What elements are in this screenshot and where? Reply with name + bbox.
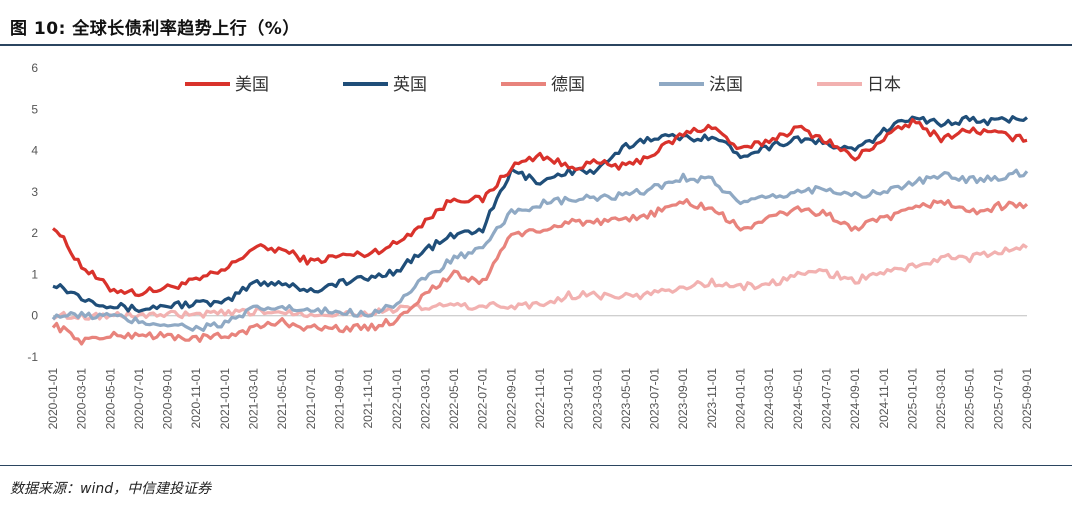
x-tick-label: 2022-11-01 xyxy=(533,368,547,429)
x-tick-label: 2024-01-01 xyxy=(734,368,748,430)
x-tick-label: 2021-11-01 xyxy=(361,368,375,429)
y-tick-label: 2 xyxy=(31,226,38,240)
x-tick-label: 2021-01-01 xyxy=(218,368,232,430)
x-tick-label: 2024-05-01 xyxy=(791,368,805,430)
x-tick-label: 2020-07-01 xyxy=(132,368,146,430)
series-line-5 xyxy=(52,243,1028,321)
y-tick-label: -1 xyxy=(27,350,38,364)
x-tick-label: 2022-09-01 xyxy=(504,368,518,430)
x-tick-label: 2020-11-01 xyxy=(189,368,203,429)
x-tick-label: 2023-05-01 xyxy=(619,368,633,430)
series-line-1 xyxy=(51,118,1028,298)
series-line-2 xyxy=(52,114,1029,313)
x-tick-label: 2023-11-01 xyxy=(705,368,719,429)
x-tick-label: 2024-11-01 xyxy=(877,368,891,429)
y-tick-label: 0 xyxy=(31,309,38,323)
x-tick-label: 2023-07-01 xyxy=(648,368,662,430)
x-tick-label: 2025-09-01 xyxy=(1020,368,1034,430)
legend: 美国 英国 德国 法国 日本 xyxy=(185,75,901,95)
x-tick-label: 2022-07-01 xyxy=(476,368,490,430)
legend-label: 德国 xyxy=(551,75,585,95)
x-tick-label: 2022-05-01 xyxy=(447,368,461,430)
x-tick-label: 2024-07-01 xyxy=(819,368,833,430)
source-note: 数据来源：wind，中信建投证券 xyxy=(10,481,212,497)
y-tick-label: 4 xyxy=(31,144,38,158)
x-tick-label: 2022-03-01 xyxy=(418,368,432,430)
figure-title: 图 10: 全球长债利率趋势上行（%） xyxy=(10,19,300,39)
x-tick-label: 2021-09-01 xyxy=(332,368,346,430)
series-line-4 xyxy=(51,168,1029,332)
x-tick-label: 2021-07-01 xyxy=(304,368,318,430)
x-tick-label: 2022-01-01 xyxy=(390,368,404,430)
legend-label: 英国 xyxy=(393,75,427,95)
x-tick-label: 2025-07-01 xyxy=(991,368,1005,430)
bottom-rule xyxy=(0,465,1072,466)
y-axis: -1 0 1 2 3 4 5 6 xyxy=(27,61,38,364)
x-tick-label: 2025-05-01 xyxy=(963,368,977,430)
legend-label: 日本 xyxy=(867,75,901,95)
legend-label: 法国 xyxy=(709,75,743,95)
x-tick-label: 2020-05-01 xyxy=(103,368,117,430)
x-tick-label: 2025-01-01 xyxy=(905,368,919,430)
legend-label: 美国 xyxy=(235,75,269,95)
x-tick-label: 2023-03-01 xyxy=(590,368,604,430)
x-tick-label: 2024-09-01 xyxy=(848,368,862,430)
x-axis: 2020-01-01 2020-03-01 2020-05-01 2020-07-01… xyxy=(46,315,1034,430)
x-tick-label: 2023-09-01 xyxy=(676,368,690,430)
series-lines xyxy=(51,114,1029,346)
y-tick-label: 1 xyxy=(31,267,38,281)
x-tick-label: 2021-05-01 xyxy=(275,368,289,430)
series-line-3 xyxy=(51,198,1029,346)
x-tick-label: 2020-09-01 xyxy=(161,368,175,430)
x-tick-label: 2025-03-01 xyxy=(934,368,948,430)
x-tick-label: 2024-03-01 xyxy=(762,368,776,430)
x-tick-label: 2020-01-01 xyxy=(46,368,60,430)
x-tick-label: 2021-03-01 xyxy=(247,368,261,430)
y-tick-label: 3 xyxy=(31,185,38,199)
top-rule xyxy=(0,44,1072,46)
y-tick-label: 5 xyxy=(31,102,38,116)
x-tick-label: 2020-03-01 xyxy=(75,368,89,430)
x-tick-label: 2023-01-01 xyxy=(562,368,576,430)
y-tick-label: 6 xyxy=(31,61,38,75)
